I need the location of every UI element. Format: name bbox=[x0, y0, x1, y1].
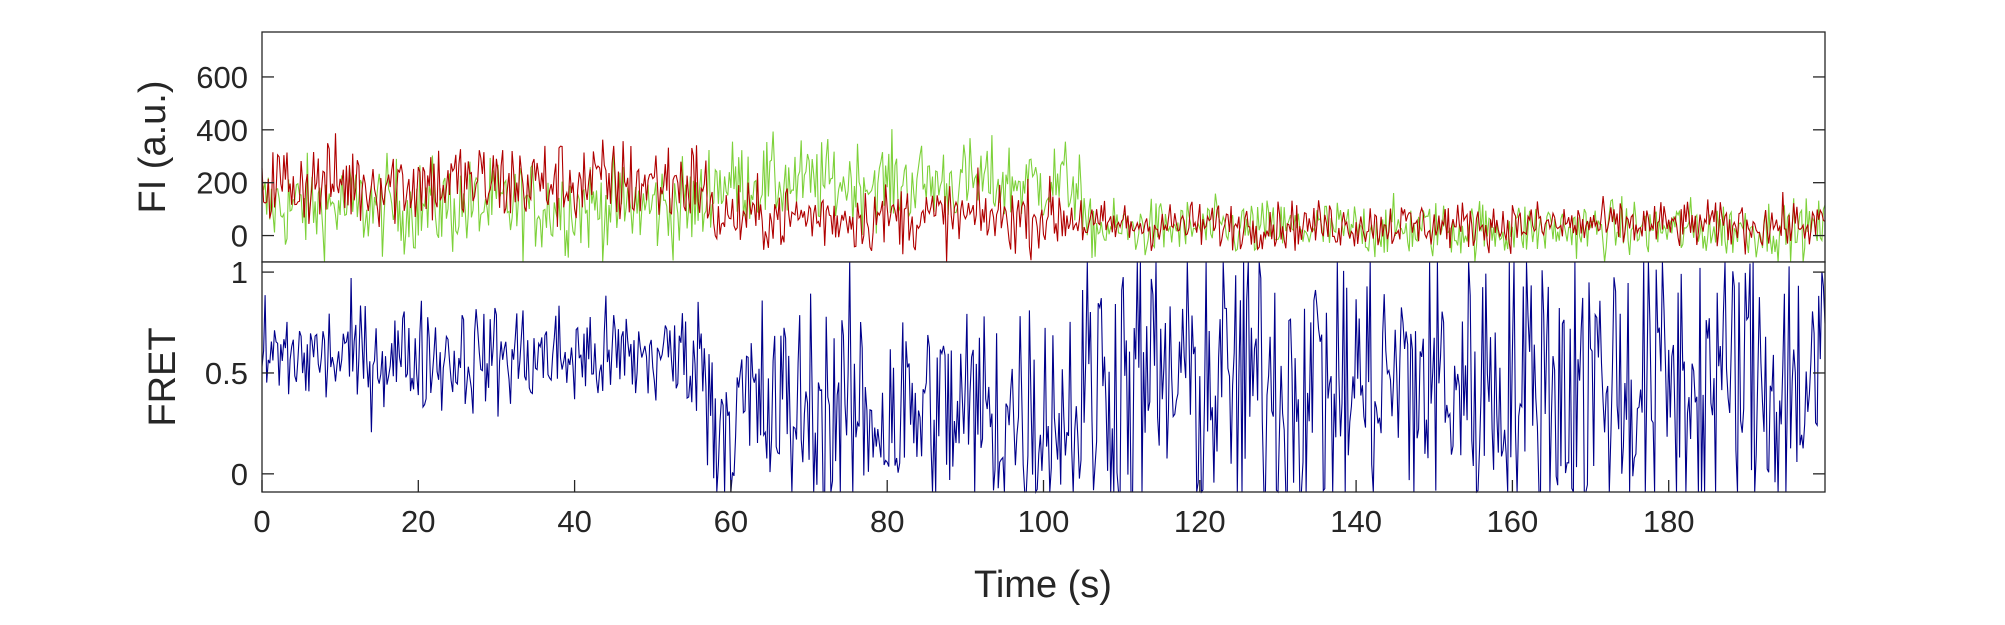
x-tick-label: 80 bbox=[870, 504, 904, 539]
x-tick-label: 60 bbox=[714, 504, 748, 539]
series-line-1-0 bbox=[261, 261, 1826, 495]
fret-y-ticks: 00.51 bbox=[205, 255, 1825, 492]
y-tick-label: 0 bbox=[231, 457, 248, 492]
fret-traces bbox=[261, 261, 1826, 495]
fluorescence-traces bbox=[261, 129, 1826, 263]
x-tick-label: 120 bbox=[1174, 504, 1226, 539]
y-tick-label: 600 bbox=[196, 60, 248, 95]
fret-y-axis-label: FRET bbox=[142, 327, 184, 426]
fret-panel: 00.51 0 20 40 60 80 100 120 140 160 180 FRET Time… bbox=[142, 255, 1826, 606]
x-tick-label: 180 bbox=[1643, 504, 1695, 539]
x-tick-label: 140 bbox=[1330, 504, 1382, 539]
series-line-0-1 bbox=[261, 133, 1826, 262]
y-tick-label: 200 bbox=[196, 166, 248, 201]
fret-plot-area bbox=[262, 262, 1825, 492]
y-tick-label: 1 bbox=[231, 255, 248, 290]
x-tick-label: 20 bbox=[401, 504, 435, 539]
time-x-axis-label: Time (s) bbox=[974, 564, 1112, 606]
x-tick-label: 160 bbox=[1487, 504, 1539, 539]
x-tick-label: 0 bbox=[253, 504, 270, 539]
x-tick-label: 100 bbox=[1018, 504, 1070, 539]
fluorescence-y-ticks: 0 200 400 600 bbox=[196, 60, 1825, 254]
y-tick-label: 0 bbox=[231, 219, 248, 254]
time-x-ticks: 0 20 40 60 80 100 120 140 160 180 bbox=[253, 480, 1695, 539]
series-line-0-0 bbox=[261, 129, 1826, 263]
fluorescence-y-axis-label: FI (a.u.) bbox=[132, 80, 174, 213]
fluorescence-panel: 0 200 400 600 FI (a.u.) bbox=[132, 31, 1826, 263]
y-tick-label: 400 bbox=[196, 113, 248, 148]
y-tick-label: 0.5 bbox=[205, 356, 248, 391]
x-tick-label: 40 bbox=[557, 504, 591, 539]
